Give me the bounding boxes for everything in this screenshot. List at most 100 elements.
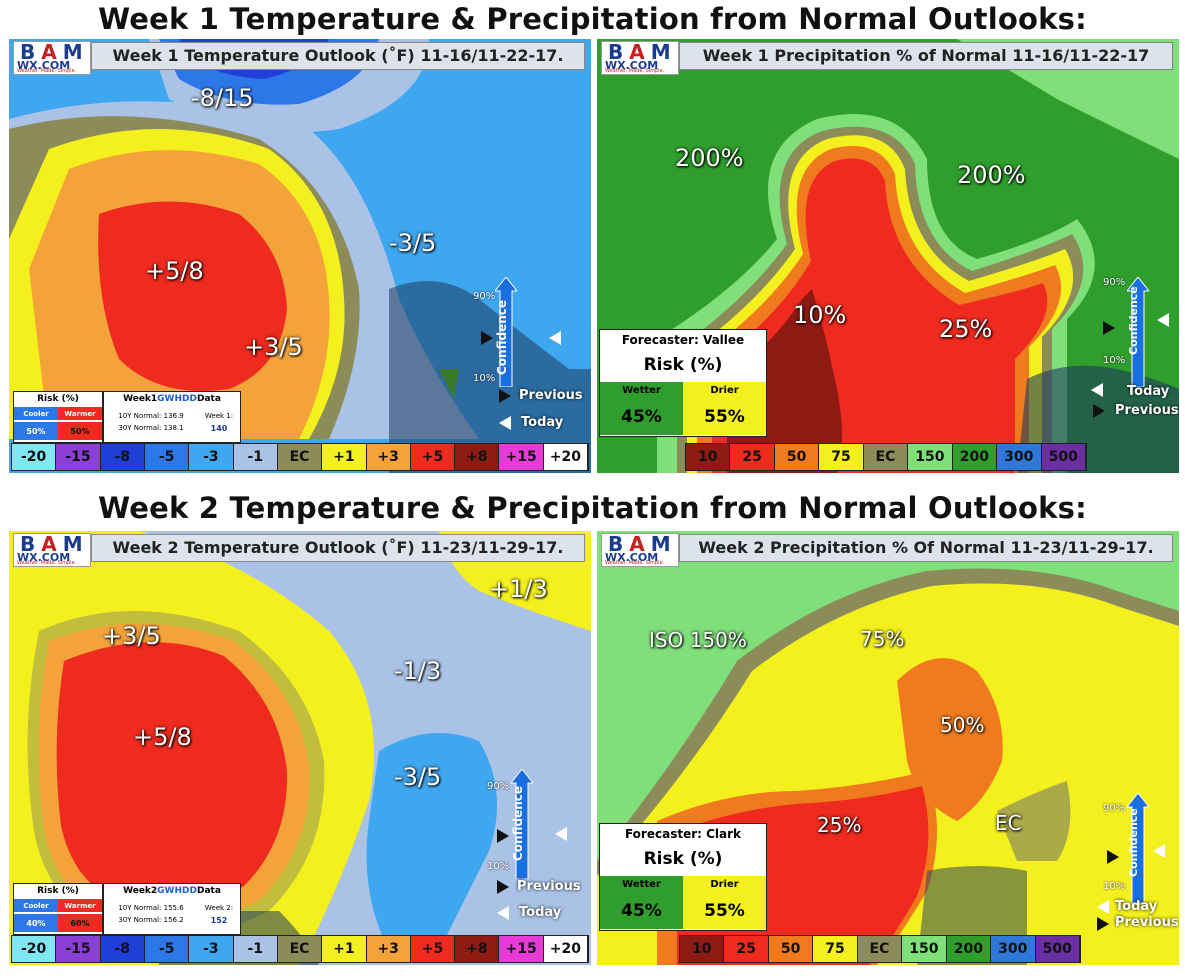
- gwhdd-title: Week2 GWHDD Data: [104, 884, 240, 898]
- legend-swatch: EC: [277, 444, 323, 470]
- drier-label: Drier: [683, 876, 766, 892]
- w2-precip-map: BAM WX.COM Weather. Made. Simple. Week 2…: [597, 531, 1179, 965]
- risk-title: Risk (%): [37, 886, 79, 896]
- forecaster-label: Forecaster: Clark: [624, 827, 742, 841]
- today-key-icon: [1097, 900, 1109, 914]
- legend-swatch: 10: [680, 936, 725, 962]
- today-key-icon: [497, 906, 509, 920]
- legend-swatch: +3: [366, 444, 411, 470]
- legend-swatch: -5: [144, 444, 190, 470]
- legend-swatch: 50: [768, 936, 814, 962]
- gwhdd-normal10: 10Y Normal: 136.9: [118, 412, 184, 420]
- legend-swatch: +5: [410, 444, 456, 470]
- w1-temp-map: BAM WX.COM Weather. Made. Simple. Week 1…: [9, 39, 591, 473]
- logo-bam-text: BAM: [20, 532, 89, 556]
- legend-swatch: +1: [322, 936, 367, 962]
- legend-swatch: 75: [813, 936, 858, 962]
- legend-swatch: +1: [322, 444, 367, 470]
- w1-precip-label-1: 200%: [675, 144, 744, 172]
- w1-temp-label-3: +3/5: [244, 333, 303, 361]
- gwhdd-title-hl: GWHDD: [157, 886, 197, 896]
- previous-key-icon: [1097, 917, 1109, 931]
- confidence-arrow-icon: [511, 769, 533, 879]
- bamwx-logo: BAM WX.COM Weather. Made. Simple.: [13, 40, 91, 75]
- w2-precip-label-1: ISO 150%: [649, 628, 747, 652]
- today-key-icon: [499, 416, 511, 430]
- confidence-arrow-icon: [1127, 277, 1149, 387]
- cooler-value: 40%: [14, 914, 58, 932]
- w1-precip-header: Week 1 Precipitation % of Normal 11-16/1…: [679, 42, 1173, 70]
- w1-temp-risk-box: Risk (%) Cooler Warmer 50% 50%: [13, 391, 103, 443]
- gwhdd-normal10: 10Y Normal: 155.6: [118, 904, 184, 912]
- w1-temp-map-graphic: [9, 39, 591, 473]
- w1-precip-confidence: Confidence 90% 10%: [1103, 277, 1179, 407]
- gwhdd-normal30: 30Y Normal: 138.1: [118, 424, 184, 432]
- warmer-label: Warmer: [58, 899, 102, 912]
- confidence-word: Confidence: [1127, 808, 1140, 878]
- legend-swatch: +20: [543, 444, 589, 470]
- confidence-high: 90%: [473, 291, 496, 302]
- w2-precip-risk-box: Forecaster: Clark Risk (%) Wetter Drier …: [599, 823, 767, 931]
- previous-key-icon: [499, 389, 511, 403]
- w2-temp-label-4: +5/8: [133, 723, 192, 751]
- week2-title: Week 2 Temperature & Precipitation from …: [98, 491, 1087, 525]
- gwhdd-title-suffix: Data: [196, 886, 221, 896]
- w1-temp-label-1: -8/15: [191, 84, 254, 112]
- previous-label: Previous: [1115, 403, 1179, 418]
- gwhdd-week-value: 152: [210, 915, 228, 925]
- gwhdd-title-hl: GWHDD: [157, 394, 197, 404]
- confidence-arrow-icon: [495, 277, 517, 387]
- w1-temp-label-4: -3/5: [389, 229, 437, 257]
- bamwx-logo: BAM WX.COM Weather. Made. Simple.: [601, 40, 679, 75]
- today-marker-icon: [1153, 844, 1165, 858]
- legend-swatch: 10: [686, 444, 731, 470]
- legend-swatch: -3: [189, 936, 234, 962]
- w2-precip-label-2: 75%: [860, 627, 905, 651]
- wetter-label: Wetter: [600, 382, 683, 398]
- w1-precip-risk-box: Forecaster: Vallee Risk (%) Wetter Drier…: [599, 329, 767, 437]
- confidence-arrow-icon: [1127, 793, 1149, 903]
- forecaster-label: Forecaster: Vallee: [621, 333, 745, 347]
- today-marker-icon: [1157, 313, 1169, 327]
- w2-precip-label-5: EC: [995, 811, 1022, 835]
- logo-wx-text: WX.COM: [605, 59, 659, 72]
- w1-precip-legend: 10 25 50 75 EC 150 200 300 500: [685, 443, 1087, 471]
- gwhdd-week-value: 140: [210, 423, 228, 433]
- confidence-low: 10%: [1103, 355, 1126, 366]
- bamwx-logo: BAM WX.COM Weather. Made. Simple.: [13, 532, 91, 567]
- gwhdd-title-suffix: Data: [196, 394, 221, 404]
- confidence-high: 90%: [1103, 803, 1126, 814]
- legend-swatch: -15: [56, 444, 101, 470]
- gwhdd-week-label: Week 2:: [204, 904, 234, 912]
- w2-temp-map: BAM WX.COM Weather. Made. Simple. Week 2…: [9, 531, 591, 965]
- w2-precip-header: Week 2 Precipitation % Of Normal 11-23/1…: [679, 534, 1173, 562]
- legend-swatch: +20: [543, 936, 589, 962]
- w1-precip-label-3: 10%: [793, 301, 847, 329]
- w2-precip-label-4: 25%: [817, 813, 862, 837]
- legend-swatch: 25: [724, 936, 769, 962]
- logo-bam-text: BAM: [608, 532, 677, 556]
- logo-tagline: Weather. Made. Simple.: [605, 68, 665, 74]
- gwhdd-title-prefix: Week2: [123, 886, 158, 896]
- drier-label: Drier: [683, 382, 766, 398]
- previous-key-icon: [1093, 404, 1105, 418]
- w2-temp-header: Week 2 Temperature Outlook (˚F) 11-23/11…: [91, 534, 585, 562]
- today-label: Today: [1127, 384, 1170, 399]
- w1-temp-label-2: +5/8: [145, 257, 204, 285]
- gwhdd-week-label: Week 1:: [204, 412, 234, 420]
- legend-swatch: 200: [952, 444, 998, 470]
- logo-bam-text: BAM: [20, 40, 89, 64]
- confidence-high: 90%: [1103, 277, 1126, 288]
- w2-precip-confidence: Confidence 90% 10%: [1103, 793, 1179, 903]
- w1-precip-label-2: 200%: [957, 161, 1026, 189]
- w1-temp-header: Week 1 Temperature Outlook (˚F) 11-16/11…: [91, 42, 585, 70]
- legend-swatch: +8: [455, 444, 500, 470]
- risk-title: Risk (%): [643, 849, 723, 869]
- w1-temp-legend: -20 -15 -8 -5 -3 -1 EC +1 +3 +5 +8 +15 +20: [11, 443, 589, 471]
- legend-swatch: -20: [12, 936, 57, 962]
- w2-temp-label-5: -3/5: [394, 763, 442, 791]
- confidence-word: Confidence: [1127, 286, 1140, 355]
- previous-marker-icon: [1107, 850, 1119, 864]
- risk-title: Risk (%): [37, 394, 79, 404]
- w2-temp-label-2: +3/5: [102, 622, 161, 650]
